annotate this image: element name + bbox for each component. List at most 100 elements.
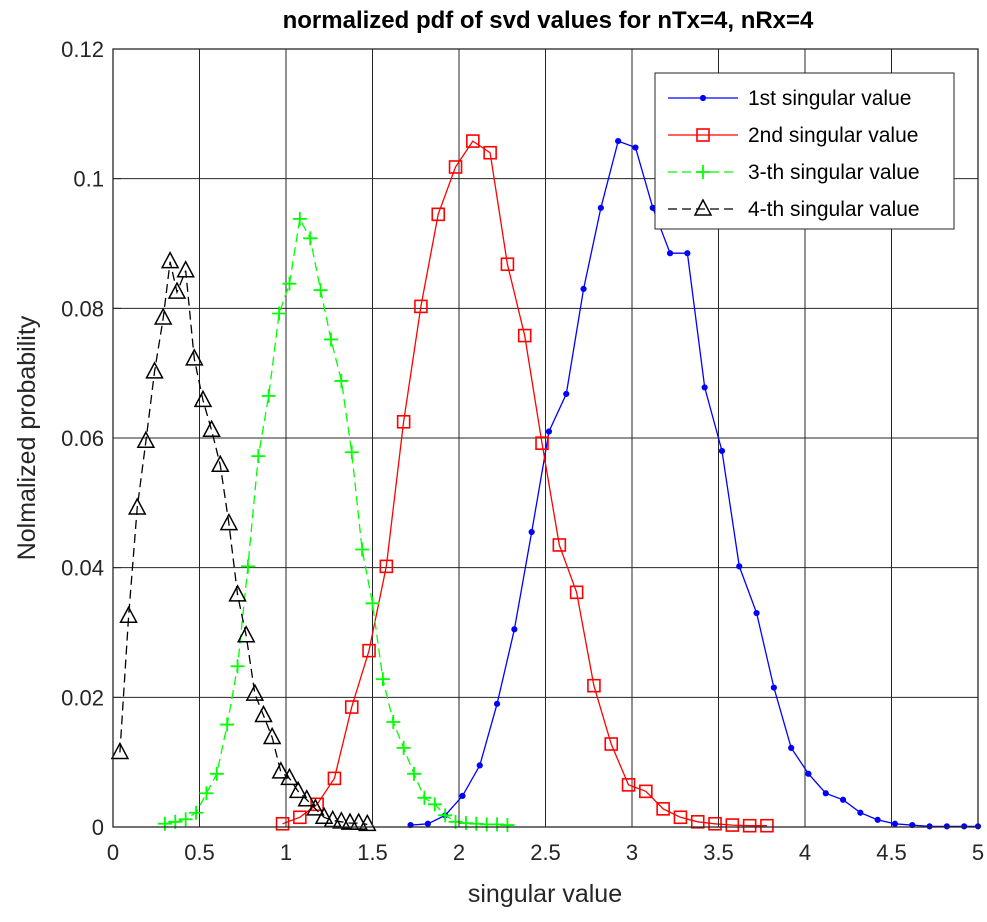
y-tick-label: 0.08 (61, 296, 104, 321)
data-point (136, 430, 156, 448)
data-point (604, 737, 619, 751)
x-tick-label: 2 (453, 840, 465, 865)
data-point (167, 281, 187, 299)
data-point (358, 813, 377, 832)
data-point (355, 542, 370, 557)
data-point (323, 332, 338, 347)
data-point (220, 717, 235, 732)
series-3 (157, 211, 515, 833)
data-point (500, 818, 515, 833)
data-point (517, 328, 532, 343)
x-tick-label: 0.5 (184, 840, 215, 865)
x-tick-label: 5 (972, 840, 984, 865)
data-point (219, 512, 239, 531)
data-point (176, 260, 195, 278)
y-axis-label: Nolmalized probability (13, 315, 41, 560)
data-point (493, 700, 501, 707)
data-point (483, 145, 497, 160)
y-tick-label: 0.12 (61, 37, 104, 62)
data-point (535, 436, 549, 450)
data-point (314, 806, 334, 825)
data-point (770, 684, 777, 691)
data-point (569, 585, 584, 600)
data-point (280, 767, 299, 786)
x-tick-label: 3 (626, 840, 638, 865)
data-point (448, 160, 463, 174)
data-point (528, 528, 535, 536)
data-point (297, 789, 317, 807)
data-point (466, 134, 480, 148)
data-point (211, 454, 230, 472)
x-tick-label: 3.5 (703, 840, 734, 865)
data-point (891, 820, 899, 827)
data-point (349, 812, 368, 830)
data-point (656, 802, 670, 816)
data-point (375, 672, 390, 687)
data-point (230, 659, 245, 674)
data-point (431, 207, 446, 222)
data-point (666, 250, 674, 257)
data-point (459, 792, 466, 799)
data-point (639, 784, 653, 799)
data-point (306, 798, 325, 816)
data-point (327, 771, 342, 786)
data-point (282, 276, 297, 291)
data-point (580, 285, 587, 292)
legend-label: 2nd singular value (748, 124, 918, 147)
data-point (701, 384, 708, 391)
data-point (407, 766, 422, 781)
data-point (153, 307, 173, 325)
chart-title: normalized pdf of svd values for nTx=4, … (283, 7, 814, 34)
data-point (160, 251, 180, 269)
data-point (632, 144, 639, 151)
legend-marker (696, 128, 710, 142)
data-point (145, 361, 164, 379)
data-point (742, 818, 757, 833)
data-point (332, 811, 351, 829)
data-point (193, 389, 213, 408)
data-point (545, 428, 553, 435)
data-point (379, 559, 394, 574)
x-tick-label: 0 (107, 840, 119, 865)
data-point (189, 805, 204, 820)
data-point (621, 778, 636, 792)
series-line (119, 261, 368, 826)
y-tick-label: 0.04 (61, 556, 104, 581)
data-point (251, 449, 266, 464)
data-point (708, 816, 722, 831)
x-axis-label: singular value (468, 880, 622, 908)
series-2 (275, 134, 774, 833)
y-tick-label: 0.02 (61, 685, 104, 710)
legend-entries: 1st singular value 2nd singular value 3-th… (668, 87, 920, 221)
legend-label: 4-th singular value (748, 198, 920, 221)
y-tick-label: 0 (92, 815, 104, 840)
data-point (615, 137, 622, 145)
data-point (438, 808, 453, 823)
data-point (725, 818, 740, 832)
data-point (805, 770, 812, 777)
data-point (684, 250, 691, 257)
data-point (857, 809, 864, 816)
y-tick-label: 0.1 (73, 167, 104, 192)
x-tick-label: 1.5 (357, 840, 388, 865)
data-point (476, 762, 483, 769)
data-point (344, 700, 359, 714)
data-point (261, 388, 276, 403)
legend-marker (699, 94, 707, 102)
data-point (718, 447, 726, 455)
x-tick-label: 4 (799, 840, 811, 865)
data-point (362, 643, 376, 658)
legend-label: 3-th singular value (748, 161, 920, 184)
data-point (344, 445, 359, 460)
x-tick-label: 1 (280, 840, 292, 865)
data-point (313, 283, 328, 298)
legend-marker (696, 165, 710, 179)
series-line (164, 216, 508, 826)
data-point (272, 306, 287, 321)
data-point (292, 211, 307, 226)
series-4 (110, 251, 377, 832)
series-line (410, 140, 978, 828)
data-point (597, 204, 604, 211)
legend: 1st singular value 2nd singular value 3-th… (654, 72, 955, 230)
data-point (119, 605, 138, 624)
